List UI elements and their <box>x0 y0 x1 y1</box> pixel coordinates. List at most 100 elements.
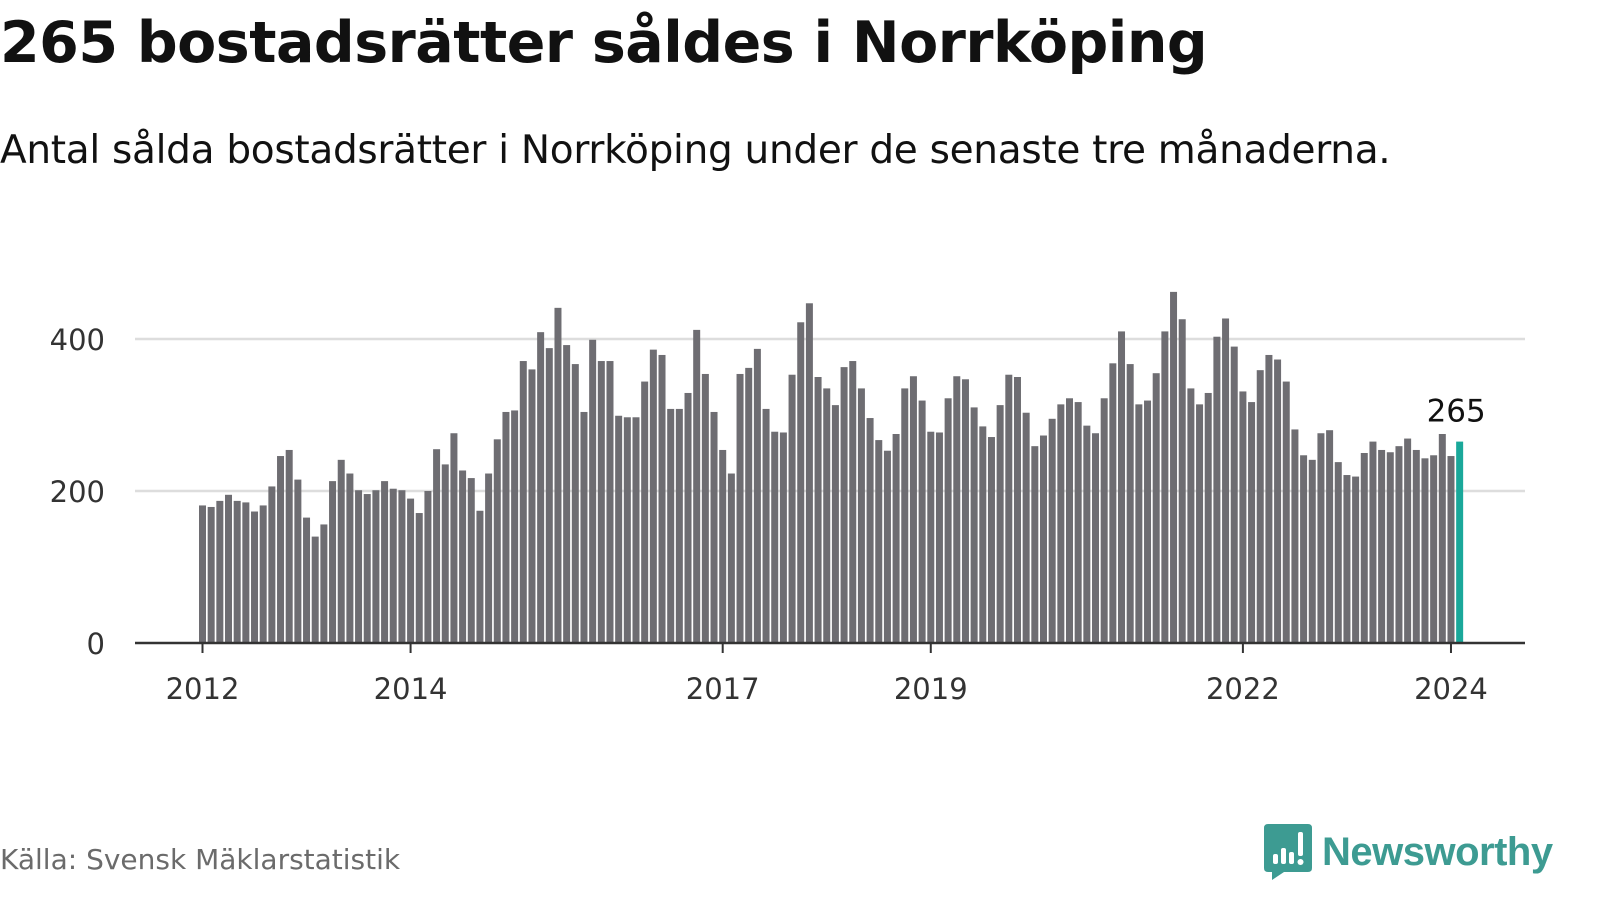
bar <box>389 488 397 643</box>
bar <box>589 339 597 643</box>
bar <box>1074 402 1082 643</box>
bar <box>337 459 345 643</box>
bar <box>1118 331 1126 643</box>
bar <box>788 374 796 643</box>
bar <box>719 449 727 643</box>
bar <box>753 348 761 643</box>
bar <box>1100 398 1108 643</box>
bar <box>693 329 701 643</box>
bar <box>1126 364 1134 643</box>
bar <box>207 506 215 643</box>
bar <box>294 479 302 643</box>
bar <box>675 408 683 643</box>
bar <box>381 481 389 643</box>
bar <box>1222 318 1230 643</box>
bar <box>1048 418 1056 643</box>
bar <box>1057 404 1065 643</box>
bar <box>606 361 614 643</box>
bar <box>1360 453 1368 643</box>
bar <box>424 491 432 643</box>
bar <box>216 500 224 643</box>
bar <box>701 373 709 643</box>
bar <box>745 367 753 643</box>
bar <box>251 511 259 643</box>
bar <box>1092 433 1100 643</box>
newsworthy-logo[interactable]: Newsworthy <box>1264 824 1553 880</box>
bar <box>892 434 900 643</box>
bar <box>632 417 640 643</box>
bar <box>1265 354 1273 643</box>
bar <box>970 407 978 643</box>
bar <box>1352 476 1360 643</box>
bar <box>1066 398 1073 643</box>
bar <box>909 376 917 643</box>
bar <box>1274 359 1282 643</box>
bar <box>1334 462 1342 643</box>
bar <box>1196 404 1204 643</box>
x-tick-label: 2022 <box>1206 672 1280 706</box>
bar <box>1039 435 1047 643</box>
y-axis-ticks: 0 200 400 <box>50 323 105 661</box>
bar-highlight <box>1456 441 1464 643</box>
bar <box>1386 452 1394 643</box>
bar <box>1031 446 1039 643</box>
bar <box>1300 455 1308 643</box>
bar <box>797 322 805 643</box>
bar <box>1178 319 1186 643</box>
bar <box>1248 402 1256 643</box>
bar <box>684 392 692 643</box>
bar <box>1239 391 1247 643</box>
bar <box>901 388 909 643</box>
bar <box>415 513 423 643</box>
bar <box>667 408 675 643</box>
bar <box>1230 346 1238 643</box>
bar <box>866 418 874 643</box>
bar <box>779 432 787 643</box>
bar <box>1170 291 1178 643</box>
bar <box>467 478 475 643</box>
bar <box>831 405 839 643</box>
bar <box>1412 449 1420 643</box>
bar <box>883 450 891 643</box>
bar <box>519 361 527 643</box>
logo-text: Newsworthy <box>1322 829 1553 874</box>
bar <box>554 307 562 643</box>
bar <box>485 473 493 643</box>
bar <box>311 536 319 643</box>
bar <box>199 505 206 643</box>
bar <box>233 500 241 643</box>
bar <box>649 349 657 643</box>
bar <box>441 464 449 643</box>
bar <box>580 411 588 643</box>
bar <box>355 490 363 643</box>
bar <box>242 502 250 643</box>
bar <box>736 373 744 643</box>
bar <box>1152 373 1160 643</box>
bar <box>277 456 285 643</box>
bar <box>1135 404 1143 643</box>
bars <box>199 291 1464 643</box>
x-axis-ticks: 2012 2014 2017 2019 2022 2024 <box>166 644 1488 706</box>
bar <box>537 332 545 643</box>
bar <box>433 449 441 643</box>
bar <box>1083 425 1091 643</box>
newsworthy-logo-icon <box>1264 824 1312 880</box>
x-tick-label: 2017 <box>686 672 760 706</box>
bar <box>658 354 666 643</box>
bar <box>1022 412 1030 643</box>
bar <box>987 437 995 643</box>
bar <box>1447 456 1455 643</box>
bar <box>407 498 415 643</box>
bar <box>857 388 865 643</box>
bar <box>1256 370 1264 643</box>
bar <box>927 431 935 643</box>
bar <box>1343 475 1351 643</box>
bar <box>727 473 735 643</box>
bar <box>268 486 276 643</box>
bar <box>450 433 458 643</box>
bar <box>372 490 380 643</box>
bar <box>1109 363 1117 643</box>
bar <box>225 494 233 643</box>
y-tick-label: 400 <box>50 323 105 357</box>
